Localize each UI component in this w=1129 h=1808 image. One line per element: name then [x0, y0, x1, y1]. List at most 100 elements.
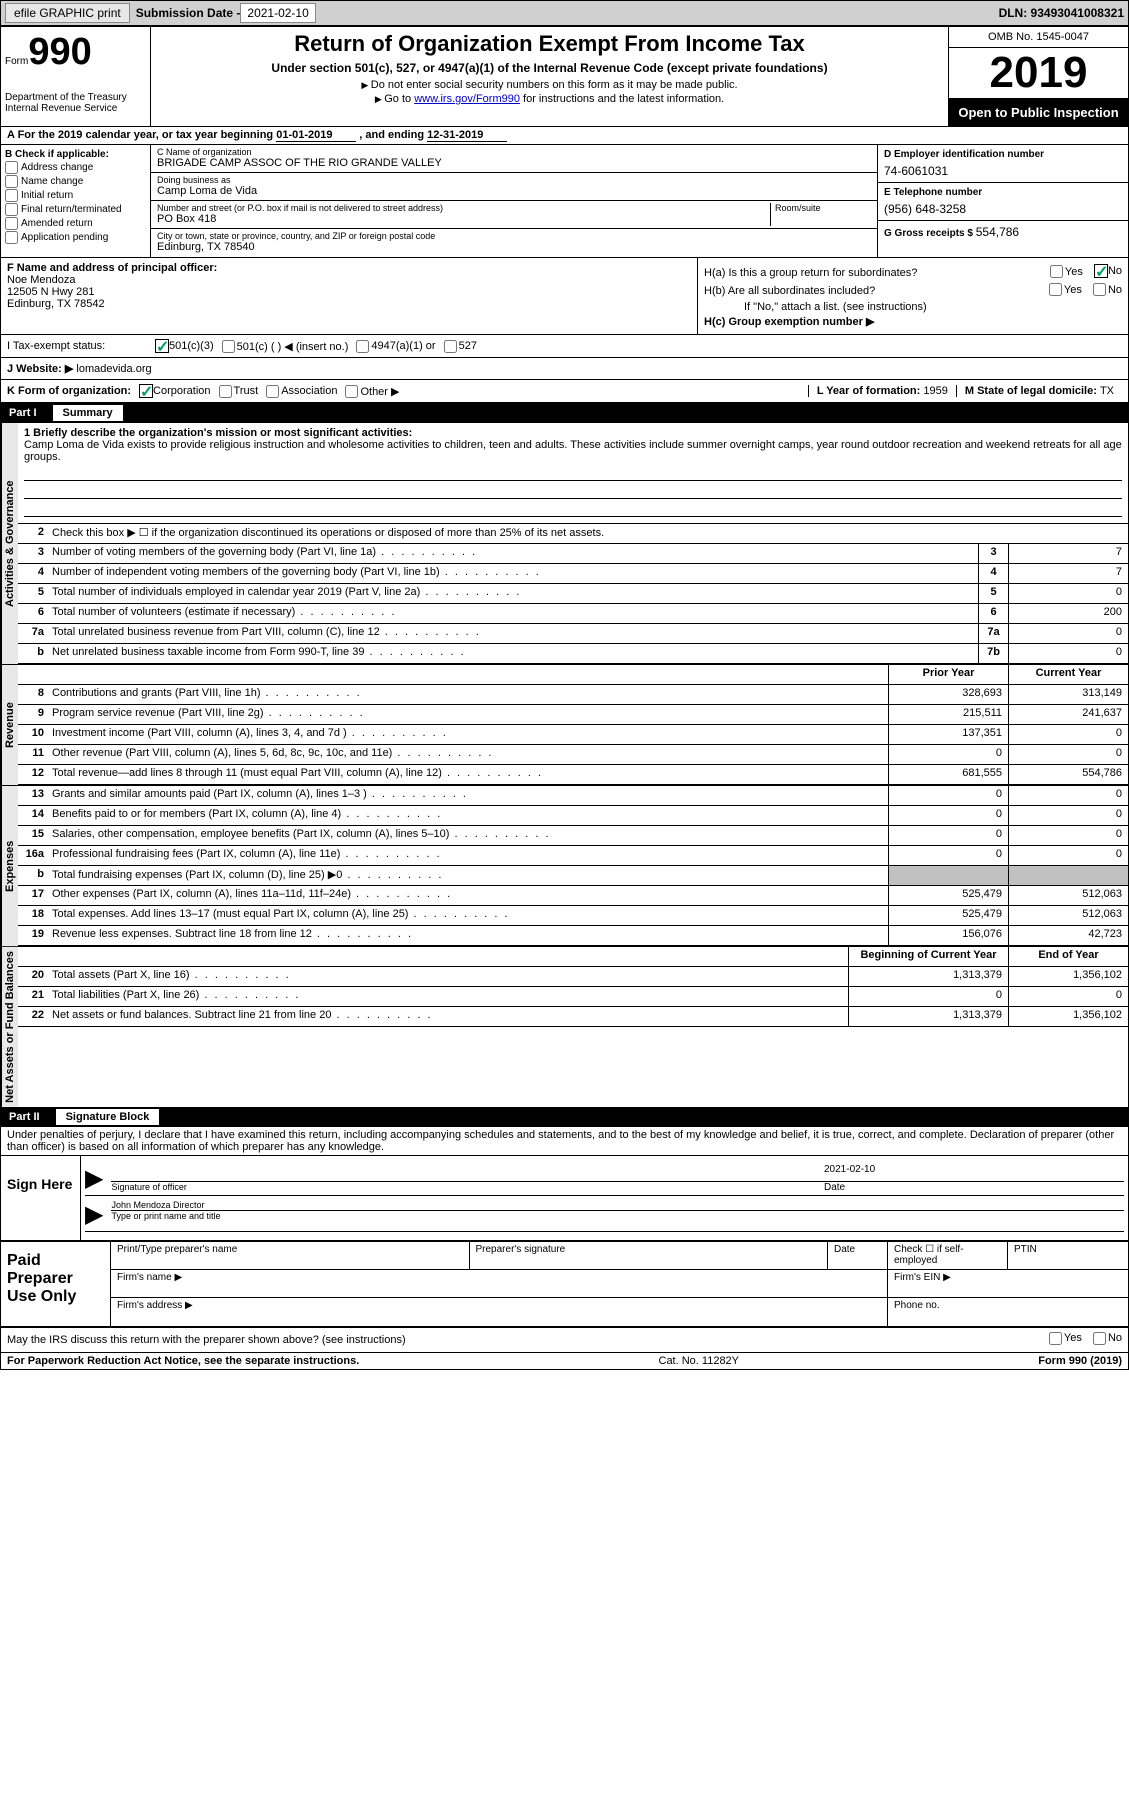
- summary-row: 13Grants and similar amounts paid (Part …: [18, 786, 1128, 806]
- summary-row: 19Revenue less expenses. Subtract line 1…: [18, 926, 1128, 946]
- check-final-return[interactable]: Final return/terminated: [5, 203, 146, 216]
- signature-arrow-icon-2: ▶: [85, 1200, 103, 1229]
- form-header: Form990 Department of the Treasury Inter…: [1, 27, 1128, 127]
- prep-ptin-label: PTIN: [1008, 1242, 1128, 1269]
- hdr-begin-year: Beginning of Current Year: [848, 947, 1008, 966]
- prep-name-label: Print/Type preparer's name: [111, 1242, 470, 1269]
- website-value: lomadevida.org: [76, 363, 151, 375]
- status-4947[interactable]: 4947(a)(1) or: [356, 340, 435, 353]
- summary-row: 11Other revenue (Part VIII, column (A), …: [18, 745, 1128, 765]
- efile-print-button[interactable]: efile GRAPHIC print: [5, 3, 130, 23]
- k-label: K Form of organization:: [7, 385, 131, 397]
- org-name: BRIGADE CAMP ASSOC OF THE RIO GRANDE VAL…: [157, 157, 871, 169]
- status-527[interactable]: 527: [444, 340, 477, 353]
- paid-preparer-label: Paid Preparer Use Only: [1, 1242, 111, 1326]
- firm-ein-label: Firm's EIN ▶: [888, 1270, 1128, 1297]
- tax-year: 2019: [949, 48, 1128, 99]
- note2-post: for instructions and the latest informat…: [520, 93, 724, 105]
- status-501c[interactable]: 501(c) ( ) ◀ (insert no.): [222, 340, 349, 353]
- prep-date-label: Date: [828, 1242, 888, 1269]
- side-expenses: Expenses: [1, 786, 18, 946]
- sig-date-value: 2021-02-10: [824, 1164, 1124, 1182]
- year-formation-value: 1959: [923, 385, 947, 397]
- part2-title: Signature Block: [56, 1109, 160, 1125]
- k-assoc[interactable]: Association: [266, 385, 337, 398]
- header-left: Form990 Department of the Treasury Inter…: [1, 27, 151, 126]
- mission-text: Camp Loma de Vida exists to provide reli…: [24, 439, 1122, 463]
- k-corp[interactable]: Corporation: [139, 384, 210, 398]
- form-990-page: efile GRAPHIC print Submission Date - 20…: [0, 0, 1129, 1370]
- tax-year-end: 12-31-2019: [427, 129, 507, 142]
- sig-officer-label: Signature of officer: [111, 1182, 186, 1192]
- sig-date-label: Date: [824, 1182, 845, 1193]
- city-value: Edinburg, TX 78540: [157, 241, 871, 253]
- dba-value: Camp Loma de Vida: [157, 185, 871, 197]
- summary-row: 18Total expenses. Add lines 13–17 (must …: [18, 906, 1128, 926]
- hb-label: H(b) Are all subordinates included?: [704, 285, 1041, 297]
- mission-label: 1 Briefly describe the organization's mi…: [24, 427, 412, 439]
- k-other[interactable]: Other ▶: [345, 385, 399, 398]
- side-governance: Activities & Governance: [1, 423, 18, 664]
- k-trust[interactable]: Trust: [219, 385, 259, 398]
- city-label: City or town, state or province, country…: [157, 231, 871, 241]
- officer-addr1: 12505 N Hwy 281: [7, 286, 94, 298]
- summary-row: 16aProfessional fundraising fees (Part I…: [18, 846, 1128, 866]
- hdr-prior-year: Prior Year: [888, 665, 1008, 684]
- col-b-checkboxes: B Check if applicable: Address change Na…: [1, 145, 151, 257]
- submission-date-label: Submission Date -: [136, 6, 241, 20]
- hdr-end-year: End of Year: [1008, 947, 1128, 966]
- summary-row: 8Contributions and grants (Part VIII, li…: [18, 685, 1128, 705]
- summary-row: 4Number of independent voting members of…: [18, 564, 1128, 584]
- summary-row: 12Total revenue—add lines 8 through 11 (…: [18, 765, 1128, 785]
- summary-row: 3Number of voting members of the governi…: [18, 544, 1128, 564]
- status-label: I Tax-exempt status:: [7, 340, 147, 352]
- ha-label: H(a) Is this a group return for subordin…: [704, 267, 1042, 279]
- form-number: 990: [28, 31, 91, 73]
- col-h-group: H(a) Is this a group return for subordin…: [698, 258, 1128, 334]
- summary-row: 9Program service revenue (Part VIII, lin…: [18, 705, 1128, 725]
- revenue-section: Revenue Prior Year Current Year 8Contrib…: [1, 664, 1128, 785]
- summary-row: bTotal fundraising expenses (Part IX, co…: [18, 866, 1128, 886]
- addr-label: Number and street (or P.O. box if mail i…: [157, 203, 766, 213]
- form-of-org-row: K Form of organization: Corporation Trus…: [1, 380, 1128, 403]
- tax-exempt-status-row: I Tax-exempt status: 501(c)(3) 501(c) ( …: [1, 335, 1128, 358]
- officer-label: F Name and address of principal officer:: [7, 262, 217, 274]
- irs-link[interactable]: www.irs.gov/Form990: [414, 93, 520, 105]
- part2-header: Part II Signature Block: [1, 1107, 1128, 1127]
- tax-year-begin: 01-01-2019: [276, 129, 356, 142]
- summary-row: 14Benefits paid to or for members (Part …: [18, 806, 1128, 826]
- header-center: Return of Organization Exempt From Incom…: [151, 27, 948, 126]
- governance-section: Activities & Governance 1 Briefly descri…: [1, 423, 1128, 664]
- public-inspection-badge: Open to Public Inspection: [949, 99, 1128, 126]
- check-amended-return[interactable]: Amended return: [5, 217, 146, 230]
- section-bcd: B Check if applicable: Address change Na…: [1, 145, 1128, 258]
- line-a-tax-year: A For the 2019 calendar year, or tax yea…: [1, 127, 1128, 145]
- header-right: OMB No. 1545-0047 2019 Open to Public In…: [948, 27, 1128, 126]
- summary-row: 20Total assets (Part X, line 16)1,313,37…: [18, 967, 1128, 987]
- net-header-row: Beginning of Current Year End of Year: [18, 947, 1128, 967]
- discuss-row: May the IRS discuss this return with the…: [1, 1328, 1128, 1352]
- firm-name-label: Firm's name ▶: [111, 1270, 888, 1297]
- hb-no[interactable]: No: [1093, 283, 1122, 296]
- status-501c3[interactable]: 501(c)(3): [155, 339, 214, 353]
- form-subtitle: Under section 501(c), 527, or 4947(a)(1)…: [159, 61, 940, 75]
- check-application-pending[interactable]: Application pending: [5, 231, 146, 244]
- summary-row: 7aTotal unrelated business revenue from …: [18, 624, 1128, 644]
- side-revenue: Revenue: [1, 665, 18, 785]
- top-bar: efile GRAPHIC print Submission Date - 20…: [1, 1, 1128, 27]
- hb-yes[interactable]: Yes: [1049, 283, 1082, 296]
- mission-block: 1 Briefly describe the organization's mi…: [18, 423, 1128, 524]
- check-name-change[interactable]: Name change: [5, 175, 146, 188]
- discuss-no[interactable]: No: [1093, 1332, 1122, 1345]
- check-address-change[interactable]: Address change: [5, 161, 146, 174]
- ha-yes[interactable]: Yes: [1050, 265, 1083, 278]
- instructions-link-line: Go to www.irs.gov/Form990 for instructio…: [159, 93, 940, 105]
- check-initial-return[interactable]: Initial return: [5, 189, 146, 202]
- prep-sig-label: Preparer's signature: [470, 1242, 829, 1269]
- form-label: Form: [5, 56, 28, 67]
- summary-row: 15Salaries, other compensation, employee…: [18, 826, 1128, 846]
- dba-label: Doing business as: [157, 175, 871, 185]
- submission-date-value: 2021-02-10: [240, 3, 315, 23]
- ha-no[interactable]: No: [1094, 264, 1122, 278]
- discuss-yes[interactable]: Yes: [1049, 1332, 1082, 1345]
